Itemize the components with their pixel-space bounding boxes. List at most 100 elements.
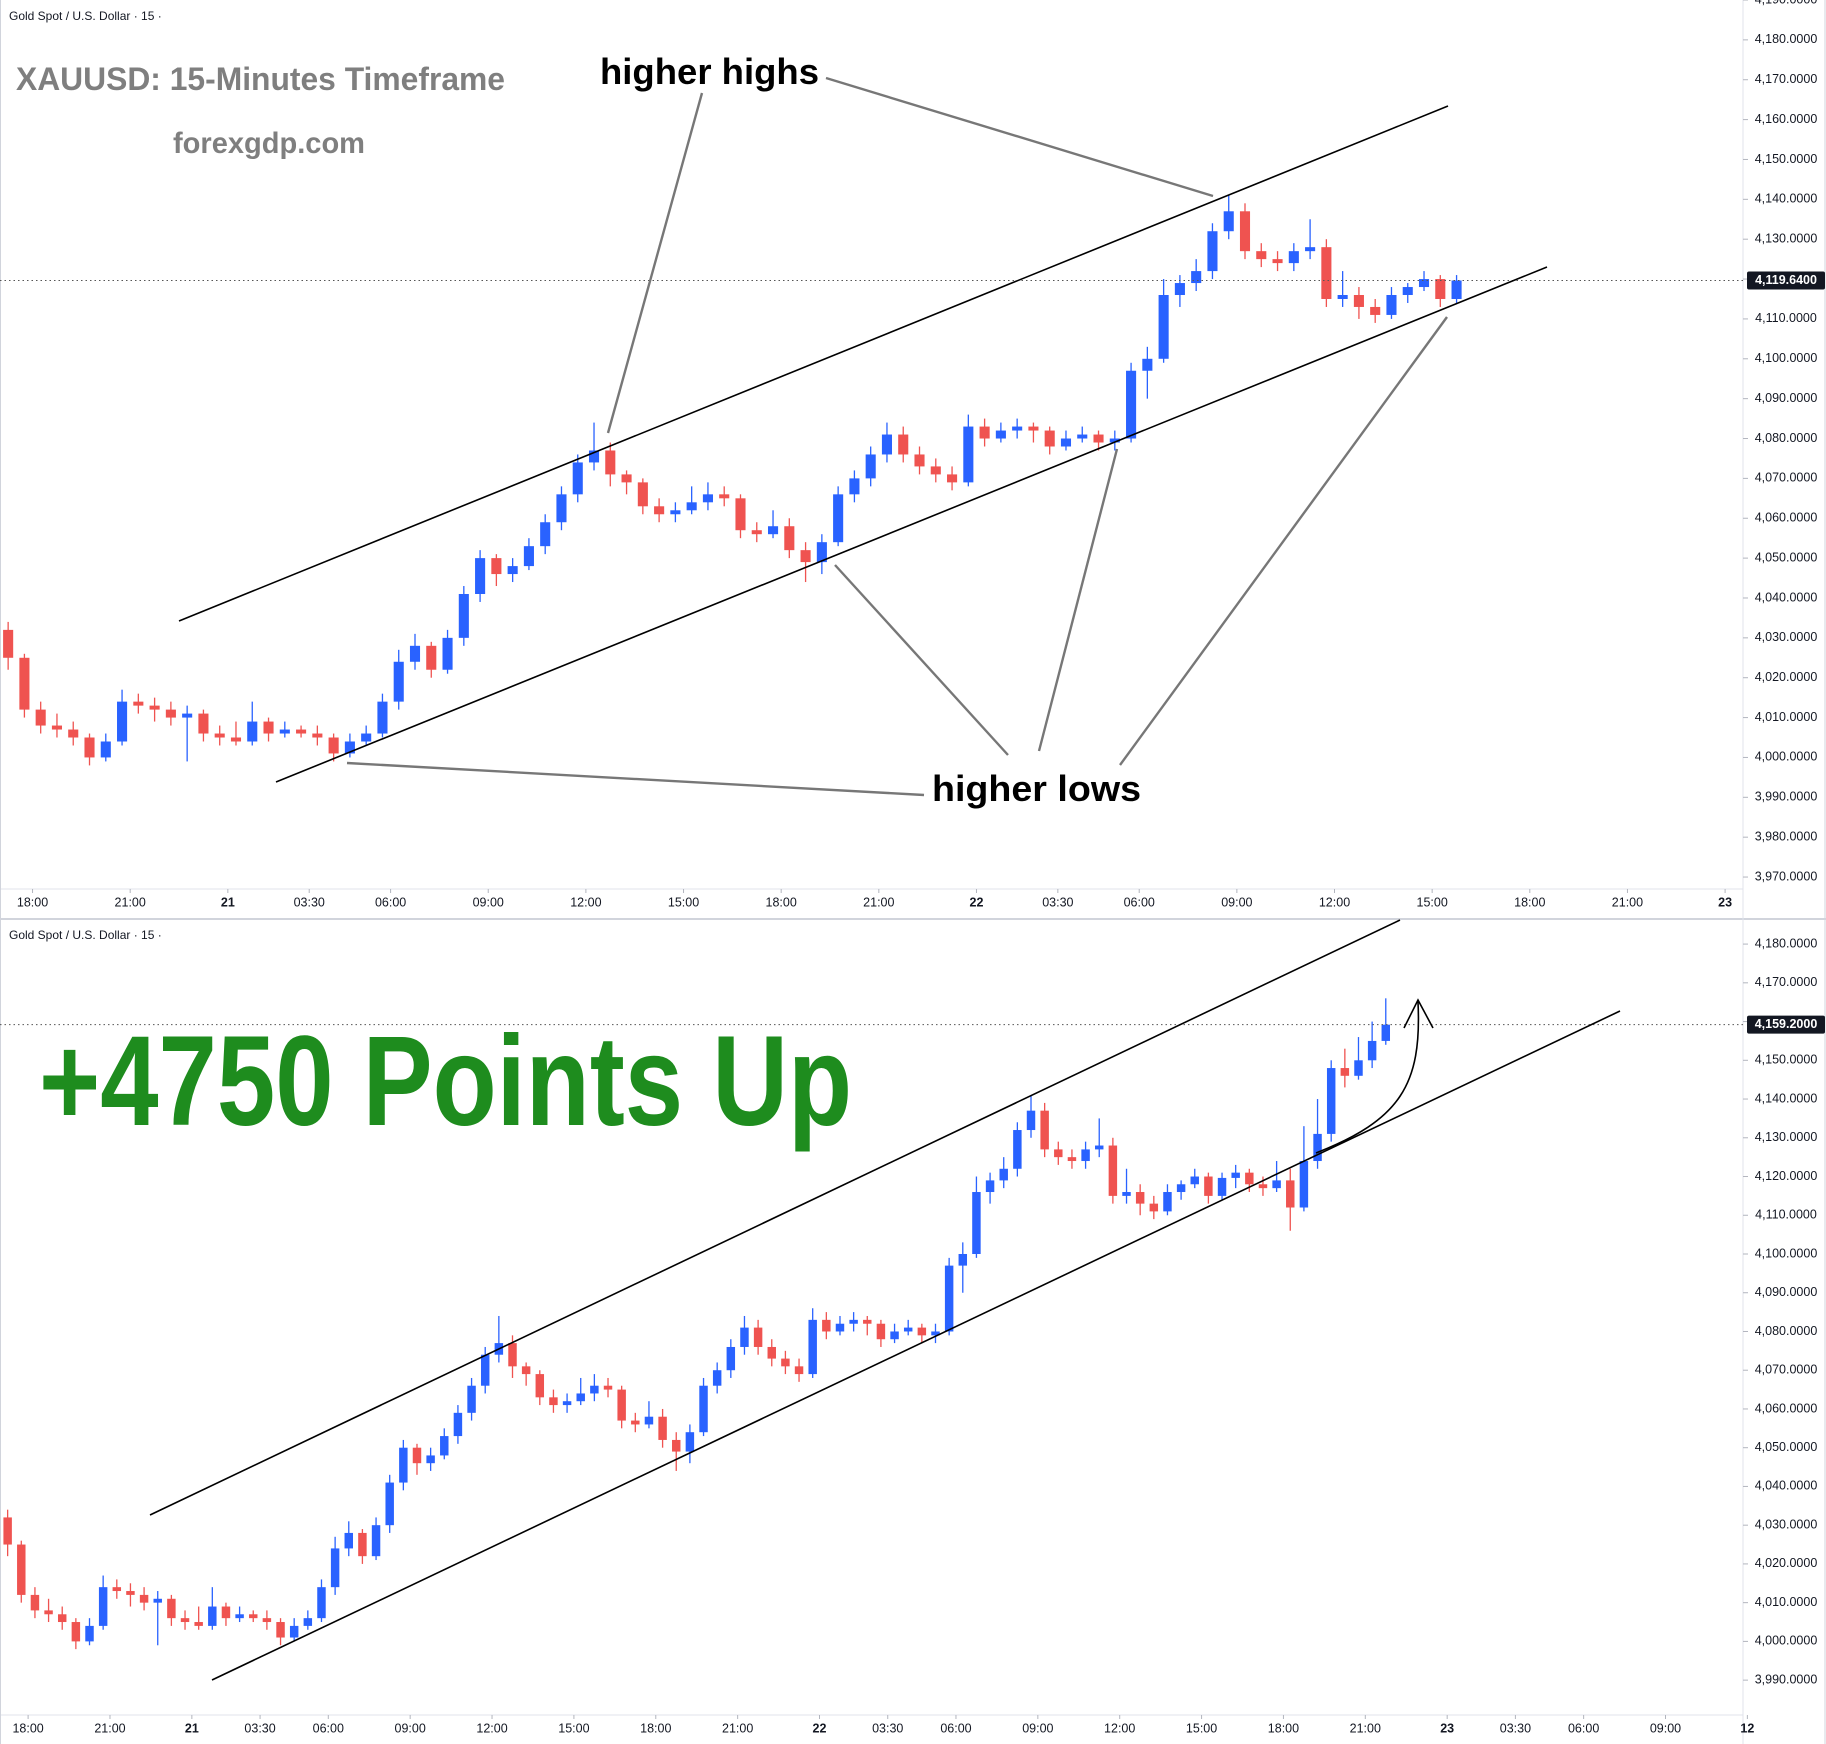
candle-body: [972, 1192, 981, 1254]
candle-body: [1381, 1024, 1391, 1041]
candle-body: [1122, 1192, 1131, 1196]
candle-body: [371, 1525, 381, 1557]
x-tick-label: 22: [813, 1721, 827, 1735]
candle-body: [535, 1374, 545, 1398]
candle-body: [317, 1587, 326, 1619]
candle-body: [507, 566, 518, 575]
candle-body: [719, 494, 730, 499]
y-tick-label: 4,130.0000: [1755, 231, 1818, 245]
y-tick-label: 4,190.0000: [1755, 0, 1818, 6]
candle-body: [702, 494, 713, 503]
x-tick-label: 09:00: [473, 895, 504, 909]
candle-body: [995, 430, 1006, 439]
y-tick-label: 3,980.0000: [1755, 829, 1818, 843]
candle-body: [1013, 1130, 1022, 1169]
candle-body: [1337, 295, 1348, 299]
y-tick-label: 4,110.0000: [1755, 311, 1817, 325]
candle-body: [112, 1587, 122, 1592]
candle-body: [808, 1319, 817, 1375]
y-tick-label: 4,100.0000: [1755, 351, 1818, 365]
candle-body: [699, 1385, 708, 1433]
candle-body: [617, 1389, 626, 1421]
y-tick-label: 3,970.0000: [1755, 869, 1818, 883]
candle-body: [979, 426, 990, 439]
x-tick-label: 06:00: [313, 1721, 344, 1735]
candle-body: [963, 426, 974, 483]
candle-body: [361, 733, 372, 742]
candle-body: [453, 1412, 463, 1437]
candle-body: [735, 498, 746, 531]
x-tick-label: 15:00: [558, 1721, 589, 1735]
candle-body: [767, 526, 779, 535]
candle-body: [794, 1366, 804, 1375]
candle-body: [603, 1385, 613, 1390]
x-tick-label: 21: [185, 1721, 199, 1735]
candle-body: [1044, 430, 1055, 447]
candle-body: [71, 1622, 81, 1642]
candle-body: [1081, 1149, 1090, 1162]
y-tick-label: 4,000.0000: [1755, 1634, 1818, 1648]
y-tick-label: 4,040.0000: [1755, 590, 1818, 604]
candle-body: [588, 450, 600, 463]
x-tick-label: 18:00: [640, 1721, 671, 1735]
y-tick-label: 4,070.0000: [1755, 471, 1818, 485]
candle-body: [194, 1622, 203, 1626]
y-tick-label: 4,030.0000: [1755, 630, 1818, 644]
candle-body: [214, 733, 225, 738]
candle-body: [458, 593, 469, 638]
candle-body: [198, 713, 209, 734]
x-tick-label: 12:00: [1104, 1721, 1135, 1735]
candle-body: [556, 494, 567, 523]
candle-body: [672, 1439, 681, 1452]
x-tick-label: 15:00: [1186, 1721, 1217, 1735]
pointer-line: [606, 92, 704, 434]
candle-body: [670, 510, 681, 515]
candle-body: [235, 1614, 244, 1619]
candle-body: [303, 1618, 313, 1626]
y-tick-label: 4,110.0000: [1755, 1208, 1817, 1222]
candle-body: [1191, 271, 1202, 284]
candle-body: [816, 542, 827, 563]
y-tick-label: 4,040.0000: [1755, 1479, 1818, 1493]
candle-body: [572, 462, 583, 495]
chart-panel: 3,990.0000 4,000.0000 4,010.0000 4,020.0000…: [0, 936, 1825, 1735]
pointer-line: [1037, 448, 1119, 752]
candle-body: [409, 645, 421, 662]
price-axis: 3,970.0000 3,980.0000 3,990.0000 4,000.0000…: [1743, 0, 1817, 883]
candle-body: [849, 478, 860, 495]
candle-body: [631, 1420, 640, 1425]
candle-body: [751, 530, 762, 535]
candle-body: [19, 657, 30, 710]
candle-body: [117, 701, 128, 742]
candle-body: [1204, 1176, 1213, 1196]
candle-body: [523, 546, 534, 567]
candle-body: [637, 482, 648, 507]
candle-body: [1142, 358, 1153, 371]
chart-title: XAUUSD: 15-Minutes Timeframe: [16, 61, 505, 97]
candle-body: [784, 526, 795, 551]
x-tick-label: 06:00: [1568, 1721, 1599, 1735]
y-tick-label: 4,090.0000: [1755, 391, 1818, 405]
candle-body: [344, 1532, 353, 1549]
x-tick-label: 21:00: [1612, 895, 1643, 909]
x-tick-label: 23: [1440, 1721, 1454, 1735]
x-tick-label: 06:00: [940, 1721, 971, 1735]
candle-body: [1026, 1110, 1036, 1131]
y-tick-label: 4,050.0000: [1755, 1440, 1818, 1454]
candle-body: [1313, 1133, 1322, 1162]
y-tick-label: 4,010.0000: [1755, 710, 1818, 724]
candle-body: [1040, 1110, 1049, 1150]
candle-body: [139, 1594, 149, 1603]
candle-body: [576, 1393, 585, 1402]
candle-body: [1286, 1180, 1295, 1208]
candle-body: [849, 1319, 858, 1324]
x-tick-label: 12:00: [570, 895, 601, 909]
candle-body: [262, 1618, 272, 1623]
candle-body: [221, 1606, 231, 1619]
candle-body: [1223, 211, 1234, 232]
pointer-line: [346, 761, 925, 797]
candle-body: [931, 1331, 940, 1336]
x-tick-label: 18:00: [766, 895, 797, 909]
candle-body: [44, 1610, 53, 1615]
